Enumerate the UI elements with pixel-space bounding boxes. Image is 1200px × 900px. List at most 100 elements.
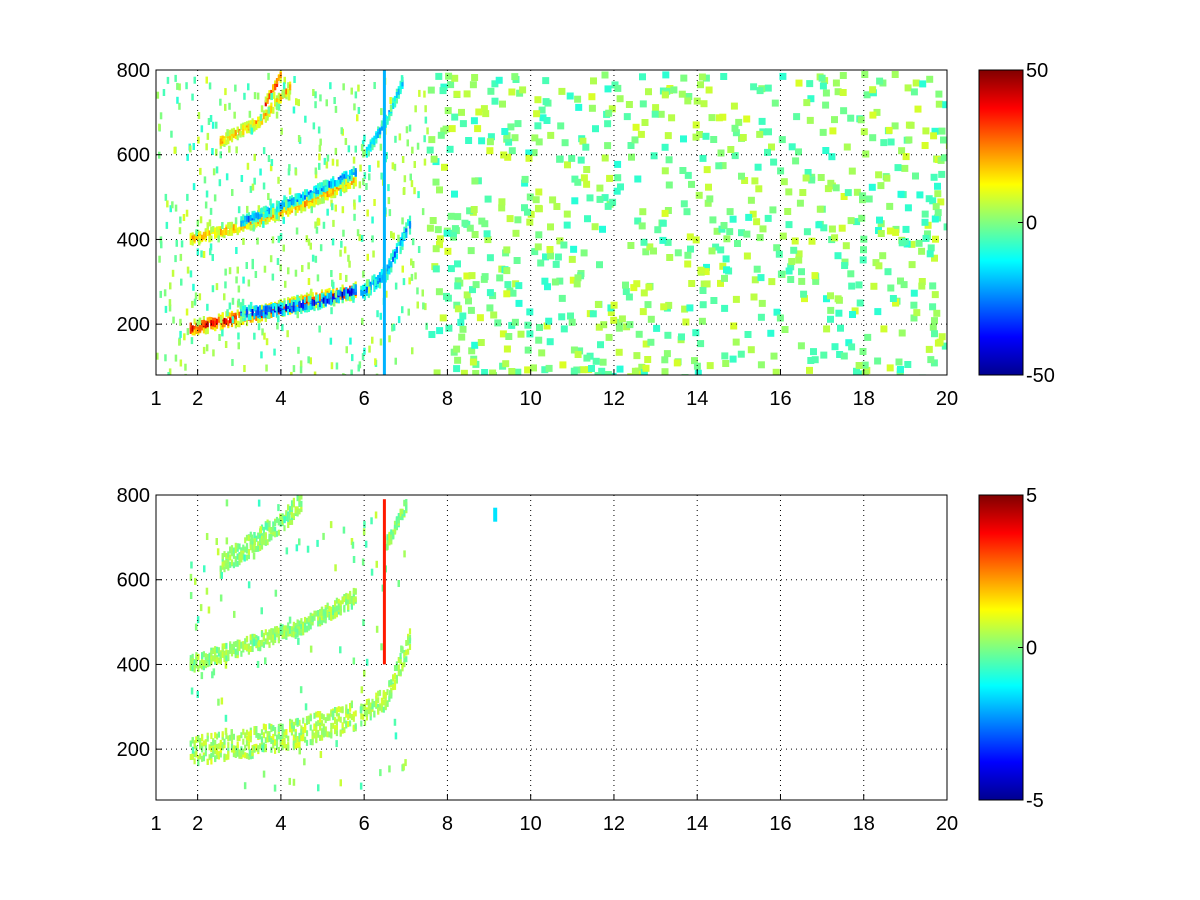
heatmap-cell bbox=[251, 646, 254, 652]
heatmap-cell bbox=[238, 752, 241, 759]
heatmap-cell bbox=[359, 782, 363, 790]
colorbar: 500-50 bbox=[978, 60, 1055, 387]
heatmap-cell bbox=[313, 296, 316, 303]
heatmap-cell bbox=[275, 200, 279, 207]
heatmap-cell bbox=[836, 351, 844, 358]
heatmap-cell bbox=[201, 234, 204, 241]
heatmap-cell bbox=[229, 222, 232, 229]
heatmap-cell bbox=[750, 293, 758, 301]
heatmap-cell bbox=[297, 637, 300, 645]
heatmap-cell bbox=[268, 207, 271, 214]
heatmap-cell bbox=[478, 137, 486, 145]
heatmap-cell bbox=[202, 346, 206, 354]
heatmap-cell bbox=[318, 325, 321, 333]
heatmap-cell bbox=[458, 108, 465, 116]
heatmap-cell bbox=[266, 309, 269, 316]
heatmap-cell bbox=[231, 359, 234, 366]
heatmap-cell bbox=[317, 731, 320, 738]
heatmap-cell bbox=[271, 236, 275, 244]
heatmap-cell bbox=[223, 560, 226, 567]
heatmap-cell bbox=[252, 639, 256, 647]
heatmap-cell bbox=[279, 741, 282, 748]
heatmap-cell bbox=[294, 742, 297, 749]
heatmap-cell bbox=[261, 745, 264, 753]
heatmap-cell bbox=[200, 250, 203, 258]
heatmap-cell bbox=[230, 545, 234, 552]
heatmap-cell bbox=[334, 184, 337, 191]
heatmap-cell bbox=[289, 506, 292, 513]
heatmap-cell bbox=[426, 146, 434, 154]
heatmap-cell bbox=[695, 191, 703, 199]
heatmap-cell bbox=[362, 290, 365, 297]
heatmap-cell bbox=[307, 202, 310, 209]
heatmap-cell bbox=[511, 73, 519, 81]
heatmap-cell bbox=[531, 134, 539, 142]
heatmap-cell bbox=[350, 175, 353, 181]
heatmap-cell bbox=[260, 118, 264, 125]
heatmap-cell bbox=[817, 174, 825, 181]
heatmap-cell bbox=[365, 714, 368, 721]
heatmap-cell bbox=[313, 185, 316, 192]
heatmap-cell bbox=[652, 104, 660, 112]
heatmap-cell bbox=[324, 186, 327, 193]
heatmap-cell bbox=[361, 140, 365, 148]
heatmap-cell bbox=[190, 561, 193, 569]
heatmap-cell bbox=[317, 784, 320, 792]
heatmap-cell bbox=[302, 629, 305, 636]
heatmap-cell bbox=[693, 362, 701, 370]
heatmap-cell bbox=[775, 250, 783, 258]
heatmap-cell bbox=[264, 638, 267, 645]
heatmap-cell bbox=[342, 229, 345, 237]
heatmap-cell bbox=[322, 726, 325, 733]
heatmap-cell bbox=[276, 258, 280, 265]
heatmap-cell bbox=[351, 354, 354, 362]
heatmap-cell bbox=[252, 552, 256, 560]
heatmap-cell bbox=[345, 704, 348, 711]
heatmap-cell bbox=[217, 650, 220, 657]
heatmap-cell bbox=[341, 597, 344, 604]
heatmap-cell bbox=[489, 369, 497, 375]
heatmap-cell bbox=[195, 736, 198, 743]
heatmap-cell bbox=[287, 88, 290, 95]
heatmap-cell bbox=[380, 124, 383, 131]
heatmap-cell bbox=[673, 359, 681, 367]
heatmap-cell bbox=[328, 714, 331, 721]
heatmap-cell bbox=[262, 635, 265, 642]
heatmap-cell bbox=[298, 538, 301, 546]
heatmap-cell bbox=[201, 755, 204, 762]
heatmap-cell bbox=[461, 219, 469, 227]
heatmap-cell bbox=[397, 239, 400, 246]
heatmap-cell bbox=[454, 305, 462, 313]
heatmap-cell bbox=[290, 307, 294, 314]
heatmap-cell bbox=[242, 748, 245, 755]
heatmap-cell bbox=[315, 721, 318, 728]
heatmap-cell bbox=[539, 114, 547, 122]
heatmap-cell bbox=[272, 634, 275, 641]
heatmap-cell bbox=[902, 225, 910, 233]
heatmap-cell bbox=[281, 213, 284, 219]
heatmap-cell bbox=[305, 719, 309, 725]
heatmap-cell bbox=[683, 208, 691, 216]
heatmap-cell bbox=[363, 172, 367, 180]
x-tick-label: 2 bbox=[192, 813, 203, 835]
heatmap-cell bbox=[402, 278, 406, 286]
heatmap-cell bbox=[317, 217, 320, 225]
heatmap-cell bbox=[339, 181, 342, 188]
heatmap-cell bbox=[197, 232, 200, 239]
heatmap-cell bbox=[248, 749, 252, 757]
heatmap-cell bbox=[315, 610, 318, 617]
heatmap-cell bbox=[192, 143, 195, 150]
heatmap-cell bbox=[179, 318, 182, 326]
heatmap-cell bbox=[230, 647, 234, 654]
heatmap-cell bbox=[186, 328, 190, 336]
heatmap-cell bbox=[358, 234, 361, 242]
heatmap-cell bbox=[466, 207, 474, 215]
heatmap-cell bbox=[521, 179, 529, 187]
heatmap-cell bbox=[661, 167, 669, 175]
x-tick-label: 20 bbox=[936, 388, 958, 410]
heatmap-cell bbox=[264, 629, 267, 636]
heatmap-cell bbox=[586, 194, 594, 202]
heatmap-cell bbox=[272, 303, 275, 309]
heatmap-cell bbox=[363, 669, 366, 677]
heatmap-cell bbox=[377, 707, 380, 714]
